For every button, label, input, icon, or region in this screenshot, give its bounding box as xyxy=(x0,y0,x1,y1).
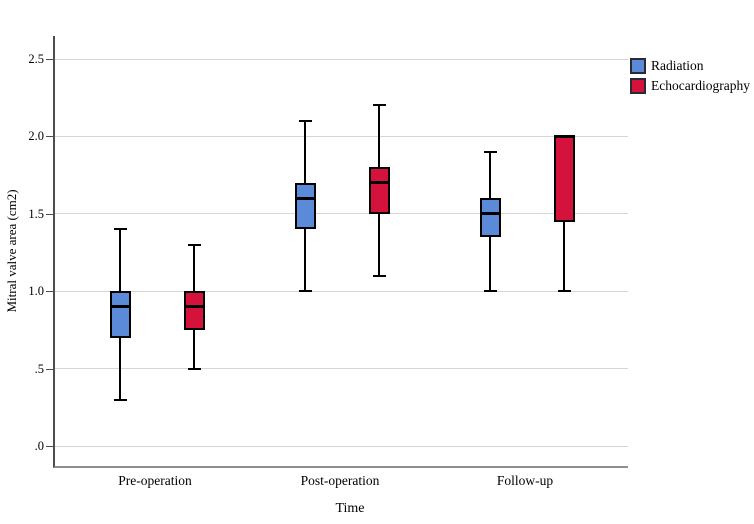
median-echocardiography-post-operation xyxy=(368,181,390,185)
y-tick-mark xyxy=(46,446,53,447)
whisker-cap-min xyxy=(187,367,201,370)
gridline xyxy=(55,213,628,215)
median-radiation-post-operation xyxy=(294,196,316,200)
whisker-cap-min xyxy=(557,290,571,293)
whisker-cap-max xyxy=(187,243,201,246)
y-tick-label: 1.5 xyxy=(28,206,44,221)
plot-area xyxy=(53,36,628,468)
gridline xyxy=(55,290,628,292)
whisker-cap-max xyxy=(483,150,497,153)
whisker-cap-max xyxy=(298,119,312,122)
y-tick-mark xyxy=(46,136,53,138)
y-tick-mark xyxy=(46,368,53,370)
median-radiation-pre-operation xyxy=(109,305,131,309)
legend-item-echocardiography: Echocardiography xyxy=(630,78,750,94)
box-radiation-follow-up xyxy=(479,198,501,237)
legend-swatch-echocardiography xyxy=(630,78,646,94)
x-category-label: Pre-operation xyxy=(118,473,192,488)
gridline xyxy=(55,368,628,370)
y-tick-mark xyxy=(46,59,53,60)
box-radiation-post-operation xyxy=(294,182,316,230)
legend: Radiation Echocardiography xyxy=(630,58,750,98)
whisker-cap-min xyxy=(298,290,312,293)
box-radiation-pre-operation xyxy=(109,291,131,338)
y-axis-title: Mitral valve area (cm2) xyxy=(4,189,19,313)
gridline xyxy=(55,445,628,447)
whisker-cap-min xyxy=(372,274,386,277)
x-category-label: Post-operation xyxy=(300,473,380,488)
gridline xyxy=(55,58,628,60)
x-category-label: Follow-up xyxy=(496,473,554,488)
median-echocardiography-follow-up xyxy=(553,134,575,138)
whisker-cap-min xyxy=(113,398,127,401)
y-tick-label: 2.0 xyxy=(28,129,44,144)
median-radiation-follow-up xyxy=(479,212,501,216)
y-tick-mark xyxy=(46,213,53,215)
box-echocardiography-post-operation xyxy=(368,167,390,214)
y-tick-mark xyxy=(46,291,53,293)
median-echocardiography-pre-operation xyxy=(183,305,205,309)
legend-label: Echocardiography xyxy=(651,78,750,93)
y-tick-label: 1.0 xyxy=(28,284,44,299)
whisker-cap-max xyxy=(113,228,127,231)
box-echocardiography-follow-up xyxy=(553,136,575,222)
y-tick-label: .0 xyxy=(34,439,44,453)
y-tick-label: 2.5 xyxy=(28,52,44,66)
legend-label: Radiation xyxy=(651,58,704,73)
whisker-cap-max xyxy=(372,104,386,107)
legend-swatch-radiation xyxy=(630,58,646,74)
box-echocardiography-pre-operation xyxy=(183,291,205,330)
legend-item-radiation: Radiation xyxy=(630,58,750,74)
x-axis-title: Time xyxy=(335,501,365,516)
gridline xyxy=(55,135,628,137)
whisker-cap-min xyxy=(483,290,497,293)
y-tick-label: .5 xyxy=(34,361,44,376)
